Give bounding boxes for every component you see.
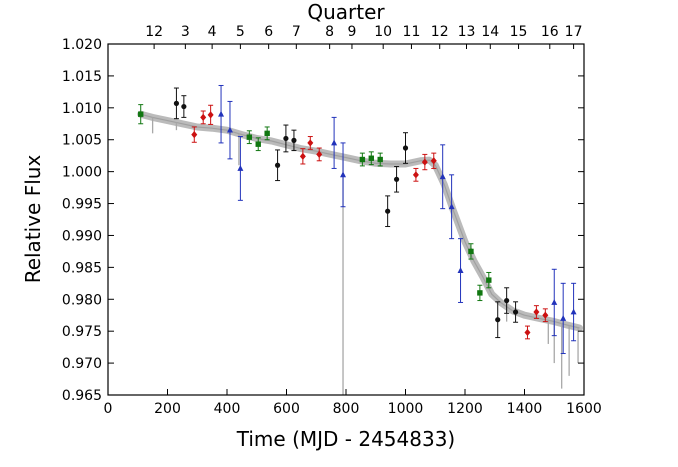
data-point-blue [448,203,455,210]
x-tick-label: 1600 [566,401,602,417]
data-point-green [477,290,483,296]
data-point-blue [439,173,446,180]
data-point-red [421,158,428,166]
data-point-red [316,150,323,159]
y-tick-label: 0.995 [62,197,102,213]
y-tick-label: 1.020 [62,37,102,53]
data-point-red [299,152,306,160]
data-point-black [385,208,391,214]
y-tick-label: 1.015 [62,69,102,85]
data-point-blue [226,126,233,133]
data-point-red [200,113,207,121]
data-point-red [412,171,419,179]
data-point-green [264,130,270,137]
data-point-blue [560,315,567,321]
data-point-black [283,135,289,142]
top-axis-title: Quarter [307,0,385,24]
quarter-label: 14 [481,24,499,40]
y-tick-label: 0.970 [62,356,102,372]
data-point-black [393,176,400,182]
data-point-green [359,156,366,163]
y-tick-label: 0.980 [62,292,102,308]
x-tick-label: 200 [154,401,181,417]
quarter-label: 12 [145,24,163,40]
data-point-blue [551,299,558,305]
x-tick-label: 0 [104,401,113,417]
quarter-label: 12 [431,24,449,40]
y-tick-label: 0.975 [62,324,102,340]
x-tick-label: 1400 [507,401,543,417]
quarter-label: 11 [403,24,421,40]
data-point-black [495,317,501,323]
data-point-black [512,309,519,315]
axes-layer: 0 200 400 600 800 1000 1200 1400 1600 0.965 0.970 0… [62,24,602,417]
quarter-label: 15 [510,24,528,40]
x-tick-label: 1000 [388,401,424,417]
x-tick-label: 600 [273,401,300,417]
x-tick-label: 1200 [447,401,483,417]
y-tick-label: 1.000 [62,165,102,181]
quarter-label: 10 [374,24,392,40]
data-point-red [533,308,540,316]
data-point-red [430,157,437,165]
data-points-layer [138,84,577,355]
data-point-green [138,111,144,117]
data-point-blue [331,139,338,146]
data-point-red [524,328,531,337]
data-point-red [191,131,198,139]
lightcurve-line [140,113,580,329]
x-tick-label: 800 [333,401,360,417]
data-point-green [255,141,261,147]
quarter-label: 7 [292,24,301,40]
x-tick-label: 400 [214,401,241,417]
data-point-blue [570,308,577,315]
quarter-label: 3 [181,24,190,40]
y-tick-label: 0.985 [62,260,102,276]
y-tick-label: 1.010 [62,101,102,117]
quarter-label: 5 [236,24,245,40]
data-point-green [468,248,474,255]
data-point-blue [457,267,464,273]
data-point-blue [340,171,347,178]
quarter-label: 8 [325,24,334,40]
y-tick-label: 1.005 [62,133,102,149]
data-point-green [246,134,253,140]
data-point-blue [237,165,244,171]
data-point-blue [218,110,225,117]
data-point-black [291,137,297,143]
data-point-red [307,139,314,147]
data-point-green [368,155,374,161]
data-point-green [486,277,492,283]
data-point-black [504,297,510,304]
y-axis-title: Relative Flux [21,155,45,284]
quarter-label: 13 [458,24,476,40]
quarter-label: 16 [541,24,559,40]
plot-background [108,44,584,395]
data-point-red [542,311,549,319]
y-tick-label: 0.990 [62,228,102,244]
x-axis-title: Time (MJD - 2454833) [236,427,455,451]
data-point-black [274,162,281,168]
data-point-green [377,156,383,163]
quarter-label: 4 [208,24,217,40]
quarter-label: 9 [347,24,356,40]
quarter-label: 17 [565,24,583,40]
data-point-black [402,145,409,151]
data-point-black [173,100,180,106]
data-point-black [181,103,187,110]
quarter-label: 6 [264,24,273,40]
data-point-red [207,111,214,119]
y-tick-label: 0.965 [62,388,102,404]
